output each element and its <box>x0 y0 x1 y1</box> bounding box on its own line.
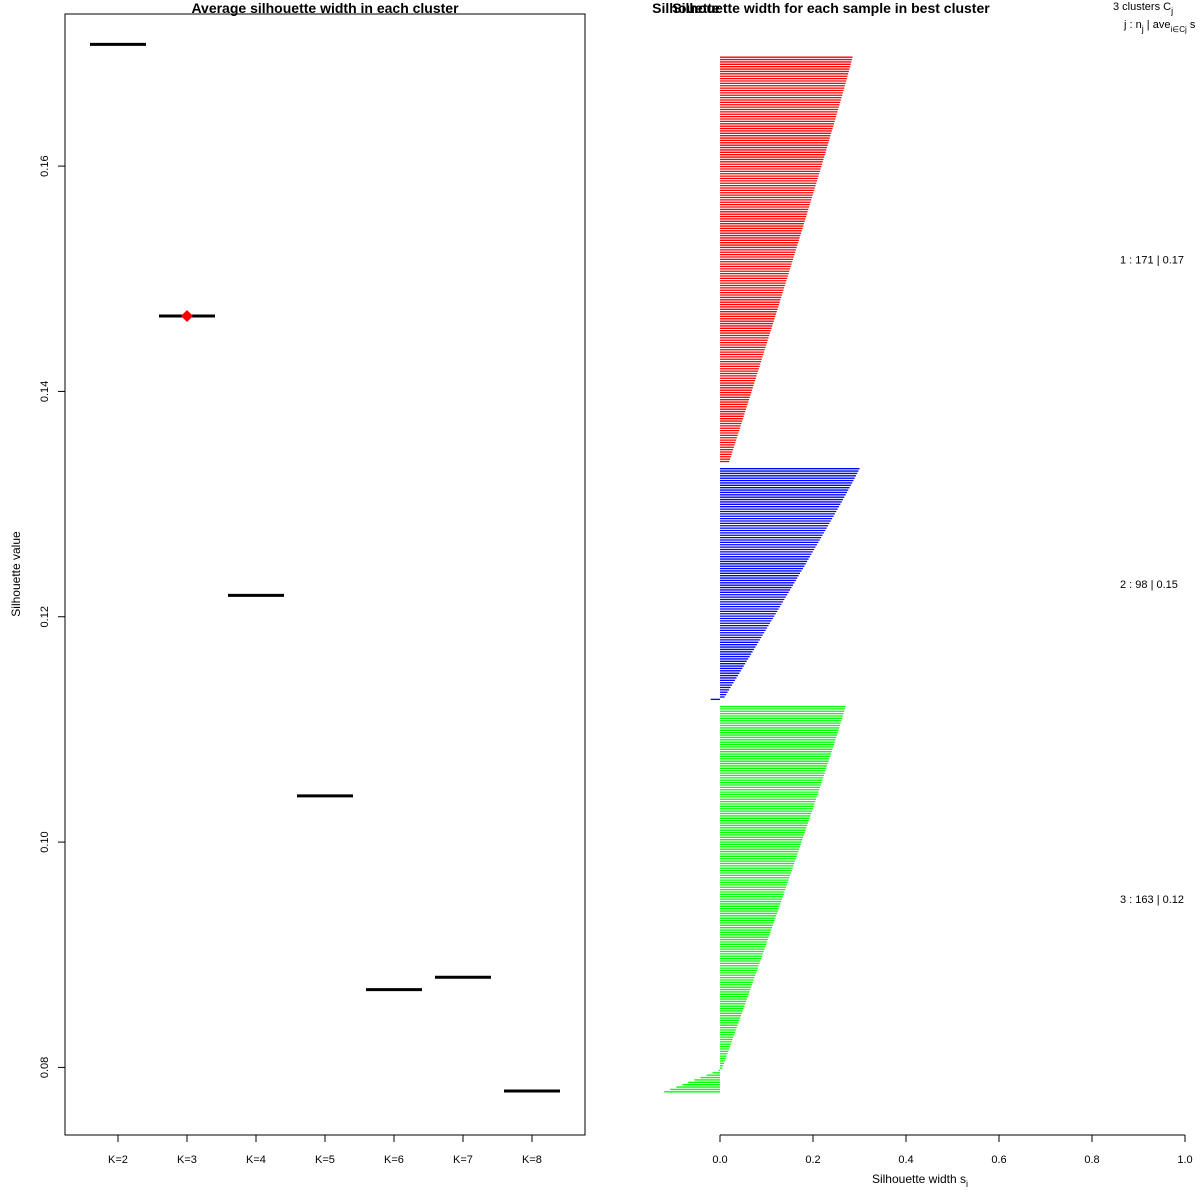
left-x-tick-label: K=8 <box>522 1154 542 1166</box>
right-x-tick-label: 0.8 <box>1084 1154 1099 1166</box>
cluster-3-bars <box>664 705 846 1093</box>
right-x-axis-label: Silhouette width si <box>872 1172 968 1189</box>
right-x-tick-label: 0.0 <box>712 1154 727 1166</box>
left-y-axis: 0.08 0.10 0.12 0.14 0.16 <box>39 155 65 1078</box>
cluster-summary-label-1: 1 : 171 | 0.17 <box>1120 254 1184 266</box>
cluster-summary-label-3: 3 : 163 | 0.12 <box>1120 894 1184 906</box>
right-x-axis-label-main: Silhouette width s <box>872 1172 966 1186</box>
left-y-tick-label: 0.12 <box>39 606 51 627</box>
left-y-tick-label: 0.16 <box>39 155 51 176</box>
left-x-tick-label: K=5 <box>315 1154 335 1166</box>
left-x-tick-label: K=3 <box>177 1154 197 1166</box>
legend-header-line1-text: 3 clusters C <box>1113 1 1171 13</box>
left-x-axis: K=2 K=3 K=4 K=5 K=6 K=7 K=8 <box>108 1135 542 1166</box>
legend-header-line1: 3 clusters Cj <box>1113 1 1173 16</box>
right-x-axis: 0.0 0.2 0.4 0.6 0.8 1.0 <box>712 1134 1193 1166</box>
legend-header-line2-b: | ave <box>1144 19 1171 31</box>
right-chart-title: Silhouette width for each sample in best… <box>672 0 990 16</box>
right-x-axis-label-sub: i <box>966 1179 968 1189</box>
left-y-tick-label: 0.10 <box>39 831 51 852</box>
legend-header-line2-sub-b: i∈Cj <box>1170 25 1187 34</box>
cluster-2-bars <box>710 468 860 701</box>
legend-header-line2-sub-a: j <box>1141 24 1144 34</box>
legend-header-line1-sub: j <box>1170 6 1173 16</box>
right-x-tick-label: 0.6 <box>991 1154 1006 1166</box>
cluster-1-bars <box>720 56 853 463</box>
left-y-tick-label: 0.14 <box>39 381 51 402</box>
best-k-marker <box>181 309 193 322</box>
right-x-tick-label: 1.0 <box>1177 1154 1192 1166</box>
left-chart-title: Average silhouette width in each cluster <box>191 0 459 16</box>
legend-header-line2-a: j : n <box>1123 19 1142 31</box>
left-y-axis-label: Silhouette value <box>9 531 23 617</box>
avg-silhouette-panel: Average silhouette width in each cluster… <box>9 0 586 1166</box>
left-x-tick-label: K=4 <box>246 1154 266 1166</box>
left-x-tick-label: K=2 <box>108 1154 128 1166</box>
right-x-tick-label: 0.4 <box>898 1154 913 1166</box>
left-y-tick-label: 0.08 <box>39 1057 51 1078</box>
silhouette-bars <box>664 56 860 1093</box>
left-plot-frame <box>64 13 586 1136</box>
right-x-tick-label: 0.2 <box>805 1154 820 1166</box>
right-overlap-title: Silhouette <box>652 0 720 16</box>
cluster-legend-header: 3 clusters Cj j : nj | avei∈Cj s <box>1113 1 1196 34</box>
left-x-tick-label: K=6 <box>384 1154 404 1166</box>
legend-header-line2-c: s <box>1187 19 1196 31</box>
sample-silhouette-panel: Silhouette width for each sample in best… <box>652 0 1196 1189</box>
left-x-tick-label: K=7 <box>453 1154 473 1166</box>
cluster-summary-labels: 1 : 171 | 0.17 2 : 98 | 0.15 3 : 163 | 0.1… <box>1120 254 1184 906</box>
left-plot-marks <box>90 42 560 1093</box>
cluster-summary-label-2: 2 : 98 | 0.15 <box>1120 579 1178 591</box>
legend-header-line2: j : nj | avei∈Cj s <box>1123 19 1196 34</box>
